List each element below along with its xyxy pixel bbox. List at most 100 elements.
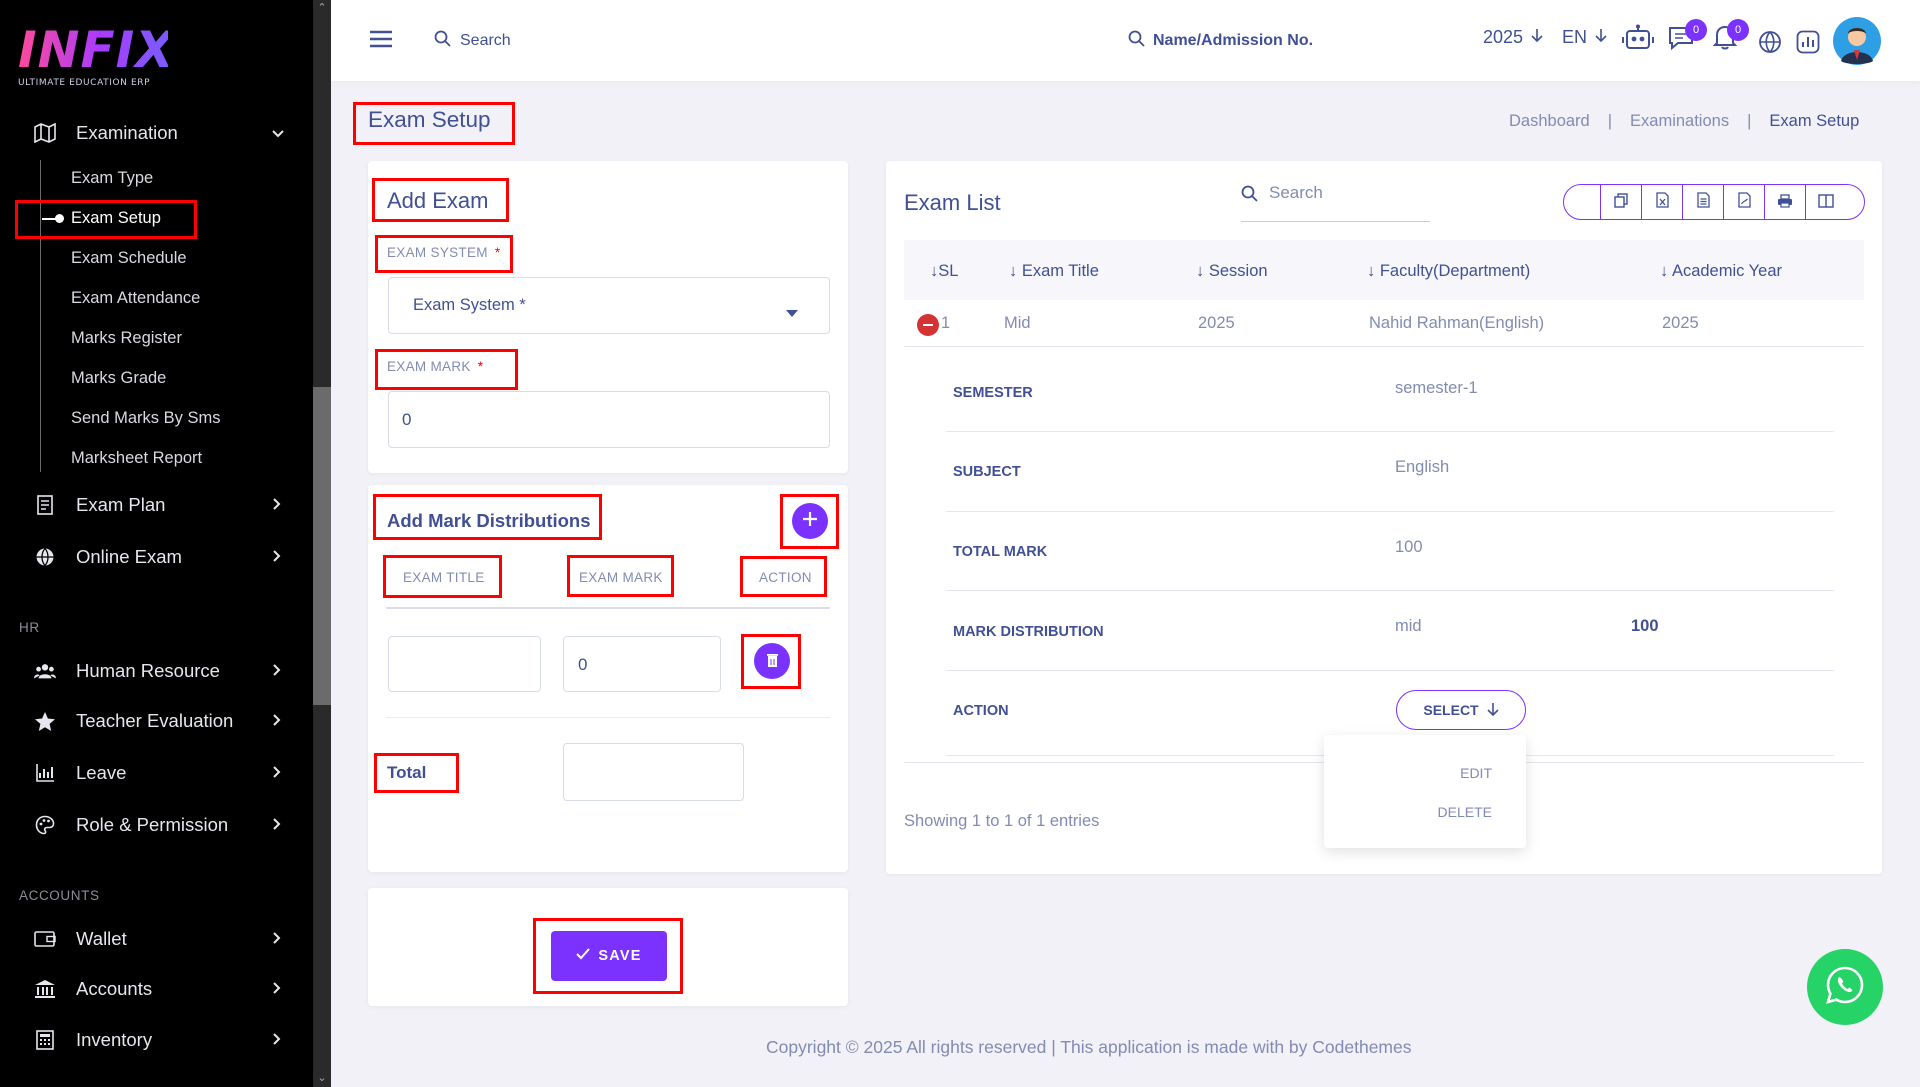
detail-divider xyxy=(946,670,1834,671)
chevron-right-icon xyxy=(273,816,281,834)
logo-text: INFIX xyxy=(18,21,175,79)
sidebar-subitem-send-marks-by-sms[interactable]: Send Marks By Sms xyxy=(71,409,221,427)
detail-mark-distribution-title: mid xyxy=(1395,617,1422,635)
sidebar-subitem-exam-setup[interactable]: Exam Setup xyxy=(71,209,161,227)
chevron-right-icon xyxy=(273,764,281,782)
sidebar-item-examination[interactable]: Examination xyxy=(0,113,313,153)
highlight-total xyxy=(374,753,459,793)
global-search[interactable]: Search xyxy=(434,30,511,52)
sidebar-subitem-exam-type[interactable]: Exam Type xyxy=(71,169,154,187)
year-select[interactable]: 2025 xyxy=(1483,27,1543,48)
sidebar-item-label: Accounts xyxy=(76,978,153,999)
col-header-exam-title[interactable]: ↓ Exam Title xyxy=(1009,262,1099,281)
table-header xyxy=(904,240,1864,300)
notifications-button[interactable]: 0 xyxy=(1712,19,1749,55)
sidebar-subitem-marks-grade[interactable]: Marks Grade xyxy=(71,369,167,387)
save-button[interactable]: SAVE xyxy=(551,931,667,981)
sidebar-item-online-exam[interactable]: Online Exam xyxy=(0,537,313,577)
detail-total-mark-value: 100 xyxy=(1395,538,1423,556)
columns-button[interactable] xyxy=(1805,185,1846,219)
print-button[interactable] xyxy=(1764,185,1805,219)
sidebar-item-human-resource[interactable]: Human Resource xyxy=(0,651,313,691)
hamburger-menu-icon[interactable] xyxy=(370,30,392,48)
exam-mark-value: 0 xyxy=(402,410,412,429)
exam-system-select[interactable]: Exam System * xyxy=(388,277,830,334)
sidebar-subitem-marks-register[interactable]: Marks Register xyxy=(71,329,182,347)
trash-icon xyxy=(766,652,778,671)
language-select[interactable]: EN xyxy=(1562,27,1607,48)
language-value: EN xyxy=(1562,27,1588,47)
logo[interactable]: INFIX ULTIMATE EDUCATION ERP xyxy=(18,21,175,88)
chevron-right-icon xyxy=(273,662,281,680)
messages-button[interactable]: 0 xyxy=(1667,19,1707,55)
sort-arrow-icon: ↓ xyxy=(1660,262,1672,280)
pdf-file-icon xyxy=(1737,192,1751,212)
col-header-label: Academic Year xyxy=(1671,262,1783,280)
delete-distribution-button[interactable] xyxy=(754,643,790,679)
messages-count-badge: 0 xyxy=(1685,19,1707,41)
sidebar-subitem-exam-attendance[interactable]: Exam Attendance xyxy=(71,289,201,307)
add-distribution-button[interactable] xyxy=(792,503,828,539)
exam-system-label-text: EXAM SYSTEM xyxy=(387,245,488,260)
pdf-button[interactable] xyxy=(1723,185,1764,219)
sidebar-item-label: Teacher Evaluation xyxy=(76,710,234,731)
scroll-down-icon[interactable]: ⌄ xyxy=(317,1071,327,1084)
sidebar-item-label: Leave xyxy=(76,762,127,783)
col-header-session[interactable]: ↓ Session xyxy=(1196,262,1268,281)
sidebar-item-wallet[interactable]: Wallet xyxy=(0,919,313,959)
arrow-down-icon xyxy=(1595,28,1607,47)
dropdown-edit[interactable]: EDIT xyxy=(1460,765,1492,781)
dropdown-delete[interactable]: DELETE xyxy=(1437,804,1492,820)
sidebar-item-label: Examination xyxy=(76,122,178,143)
sidebar-item-accounts[interactable]: Accounts xyxy=(0,969,313,1009)
total-label: Total xyxy=(387,763,427,782)
distribution-title-input[interactable] xyxy=(388,636,541,692)
col-header-academic-year[interactable]: ↓ Academic Year xyxy=(1660,262,1782,281)
highlight-delete-button xyxy=(741,634,801,689)
student-search[interactable]: Name/Admission No. xyxy=(1128,30,1313,52)
sidebar-item-teacher-evaluation[interactable]: Teacher Evaluation xyxy=(0,701,313,741)
statistics-icon[interactable] xyxy=(1796,30,1820,54)
csv-button[interactable] xyxy=(1682,185,1723,219)
robot-icon[interactable] xyxy=(1622,24,1654,52)
sidebar-subitem-exam-schedule[interactable]: Exam Schedule xyxy=(71,249,187,267)
copy-button[interactable] xyxy=(1600,185,1641,219)
distribution-mark-input[interactable]: 0 xyxy=(563,636,721,692)
select-action-button[interactable]: SELECT xyxy=(1396,690,1526,730)
excel-file-icon xyxy=(1655,192,1669,212)
whatsapp-button[interactable] xyxy=(1807,949,1883,1025)
total-input[interactable] xyxy=(563,743,744,801)
exam-system-label: EXAM SYSTEM * xyxy=(387,245,500,260)
col-header-sl[interactable]: ↓SL xyxy=(930,262,958,281)
sort-arrow-icon: ↓ xyxy=(1367,262,1380,280)
breadcrumb-exam-setup: Exam Setup xyxy=(1769,112,1860,130)
sidebar-scrollbar[interactable]: ⌃ ⌄ xyxy=(313,0,331,1087)
sidebar: ⌃ ⌄ INFIX ULTIMATE EDUCATION ERP Examina… xyxy=(0,0,331,1087)
scroll-up-icon[interactable]: ⌃ xyxy=(317,1,327,14)
sidebar-item-exam-plan[interactable]: Exam Plan xyxy=(0,485,313,525)
check-icon xyxy=(576,948,591,964)
detail-mark-distribution-label: MARK DISTRIBUTION xyxy=(953,624,1104,640)
sidebar-item-inventory[interactable]: Inventory xyxy=(0,1020,313,1060)
exam-mark-input[interactable]: 0 xyxy=(388,391,830,448)
scrollbar-thumb[interactable] xyxy=(313,387,331,705)
col-header-faculty[interactable]: ↓ Faculty(Department) xyxy=(1367,262,1530,281)
sidebar-item-leave[interactable]: Leave xyxy=(0,753,313,793)
avatar[interactable] xyxy=(1832,16,1882,66)
exam-mark-label: EXAM MARK * xyxy=(387,359,483,374)
col-header-label: SL xyxy=(938,262,959,280)
breadcrumb-dashboard[interactable]: Dashboard xyxy=(1509,112,1590,130)
cell-sl: 1 xyxy=(941,314,951,332)
highlight-add-button xyxy=(780,494,839,549)
excel-button[interactable] xyxy=(1641,185,1682,219)
collapse-row-icon[interactable] xyxy=(917,314,939,336)
language-globe-icon[interactable] xyxy=(1758,30,1782,54)
chevron-down-icon xyxy=(272,124,284,142)
sidebar-subitem-marksheet-report[interactable]: Marksheet Report xyxy=(71,449,203,467)
sidebar-item-role-permission[interactable]: Role & Permission xyxy=(0,805,313,845)
exam-list-search-input[interactable]: Search xyxy=(1241,180,1430,222)
printer-icon xyxy=(1777,193,1793,212)
chevron-right-icon xyxy=(273,1031,281,1049)
detail-total-mark-label: TOTAL MARK xyxy=(953,544,1048,560)
breadcrumb-examinations[interactable]: Examinations xyxy=(1630,112,1730,130)
